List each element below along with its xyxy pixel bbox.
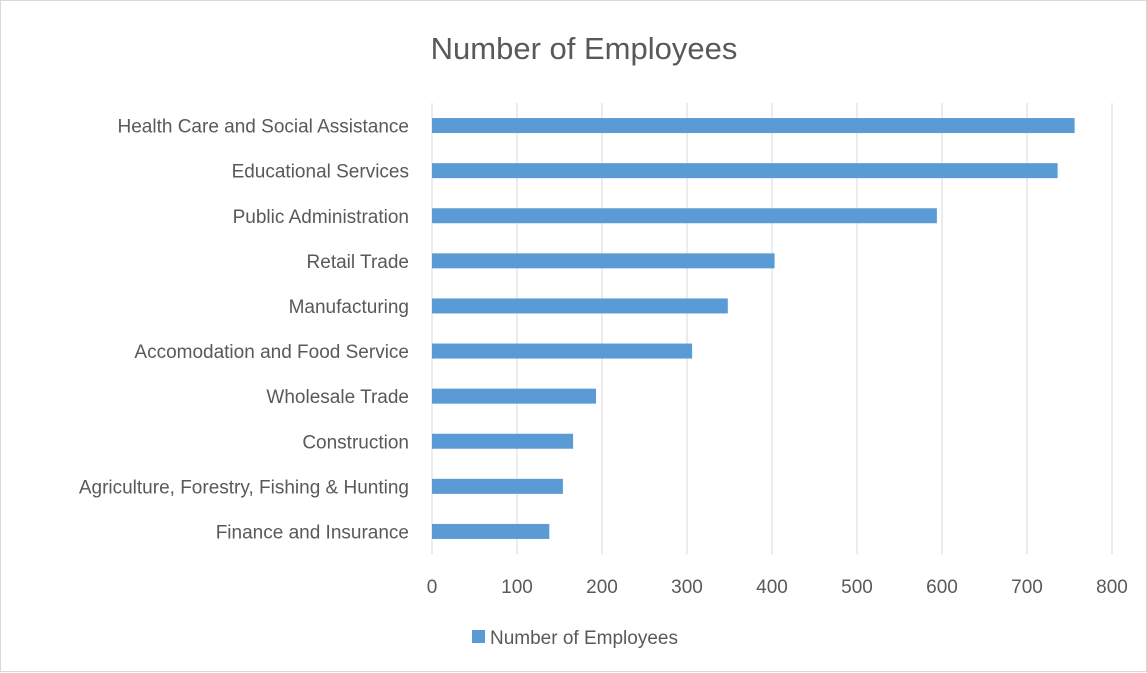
x-tick-label: 500 bbox=[841, 577, 873, 598]
category-label: Wholesale Trade bbox=[266, 387, 409, 408]
bar bbox=[432, 118, 1075, 134]
chart-title: Number of Employees bbox=[431, 31, 738, 66]
bar bbox=[432, 433, 574, 449]
category-label: Construction bbox=[302, 432, 409, 453]
bar bbox=[432, 523, 550, 539]
category-label: Finance and Insurance bbox=[216, 522, 409, 543]
x-tick-label: 200 bbox=[586, 577, 618, 598]
bar bbox=[432, 208, 937, 224]
bars bbox=[432, 118, 1075, 539]
category-labels: Health Care and Social Assistance Educati… bbox=[79, 117, 409, 544]
bar bbox=[432, 298, 728, 314]
legend: Number of Employees bbox=[472, 628, 678, 649]
x-tick-label: 600 bbox=[926, 577, 958, 598]
category-label: Accomodation and Food Service bbox=[134, 342, 409, 363]
category-label: Manufacturing bbox=[289, 297, 409, 318]
gridlines bbox=[431, 103, 1113, 554]
bar bbox=[432, 343, 693, 359]
legend-label: Number of Employees bbox=[490, 628, 678, 649]
legend-swatch bbox=[472, 630, 485, 643]
x-tick-label: 800 bbox=[1096, 577, 1128, 598]
category-label: Educational Services bbox=[232, 162, 409, 183]
category-label: Health Care and Social Assistance bbox=[118, 117, 410, 138]
category-label: Agriculture, Forestry, Fishing & Hunting bbox=[79, 477, 409, 498]
x-tick-label: 700 bbox=[1011, 577, 1043, 598]
category-label: Retail Trade bbox=[307, 252, 409, 273]
category-label: Public Administration bbox=[233, 207, 409, 228]
x-axis-tick-labels: 0 100 200 300 400 500 600 700 800 bbox=[427, 577, 1128, 598]
x-tick-label: 0 bbox=[427, 577, 438, 598]
x-tick-label: 100 bbox=[501, 577, 533, 598]
bar bbox=[432, 388, 597, 404]
x-tick-label: 400 bbox=[756, 577, 788, 598]
bar bbox=[432, 478, 563, 494]
x-tick-label: 300 bbox=[671, 577, 703, 598]
bar bbox=[432, 253, 775, 269]
bar bbox=[432, 163, 1058, 179]
